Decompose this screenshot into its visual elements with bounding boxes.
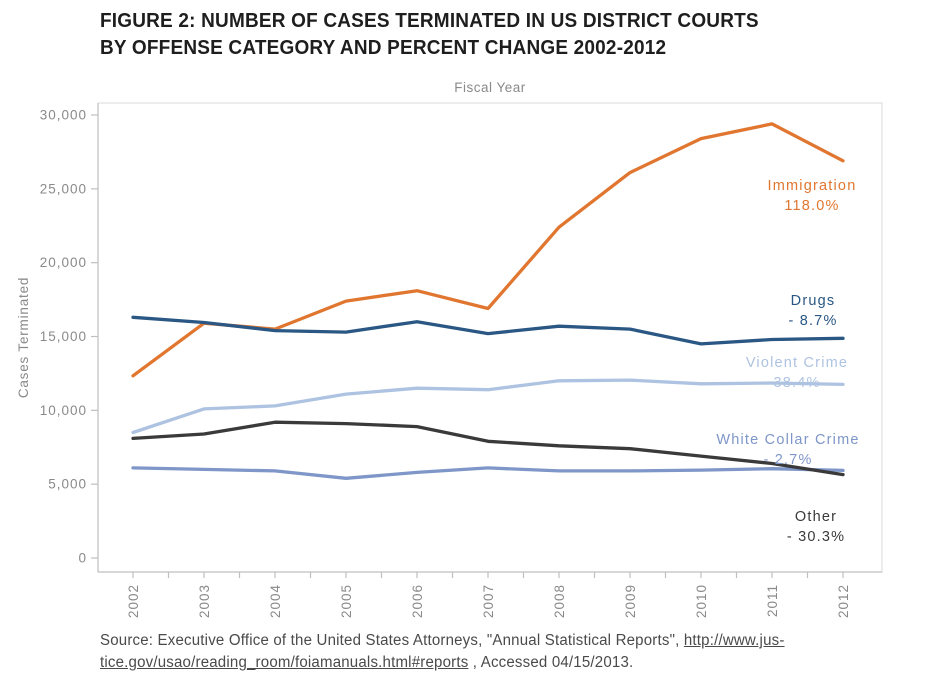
y-tick-label: 10,000 [40,403,87,418]
y-tick-label: 15,000 [40,329,87,344]
y-tick-label: 30,000 [40,108,87,123]
x-tick-label: 2004 [268,584,283,618]
series-line-drugs [131,315,845,346]
source-link-part2[interactable]: tice.gov/usao/reading_room/foiamanuals.h… [100,654,469,671]
series-pct-change-immigration: 118.0% [784,198,839,214]
top-axis-title: Fiscal Year [454,80,526,95]
x-tick-label: 2009 [623,584,638,618]
series-line-other [131,420,845,477]
y-tick-label: 20,000 [40,255,87,270]
series-line-immigration [131,122,845,378]
series-label-other: Other [795,509,837,525]
source-link-part1[interactable]: http://www.jus- [683,632,785,649]
x-tick-label: 2012 [836,584,851,618]
x-tick-label: 2011 [765,584,780,617]
series-label-white-collar-crime: White Collar Crime [716,432,859,448]
series-label-drugs: Drugs [791,293,836,309]
y-tick-label: 5,000 [48,477,87,492]
series-label-violent-crime: Violent Crime [746,355,848,371]
x-tick-label: 2006 [410,584,425,618]
series-pct-change-other: - 30.3% [787,529,845,545]
series-pct-change-violent-crime: 38.4% [773,375,820,391]
x-tick-label: 2005 [339,584,354,618]
series-label-immigration: Immigration [768,178,857,194]
source-note: Source: Executive Office of the United S… [100,630,895,674]
series-line-white-collar-crime [131,466,845,480]
x-tick-label: 2003 [197,584,212,618]
plot-area [97,102,883,573]
y-tick-label: 0 [78,551,87,566]
series-pct-change-drugs: - 8.7% [788,313,837,329]
source-text: Source: Executive Office of the United S… [100,632,684,649]
x-tick-label: 2008 [552,584,567,618]
series-line-violent-crime [131,378,845,435]
figure-title-line2: BY OFFENSE CATEGORY AND PERCENT CHANGE 2… [100,37,667,59]
y-axis-title: Cases Terminated [16,277,31,398]
figure-title: FIGURE 2: NUMBER OF CASES TERMINATED IN … [100,8,759,62]
x-tick-label: 2002 [126,584,141,618]
figure-title-line1: FIGURE 2: NUMBER OF CASES TERMINATED IN … [100,10,759,32]
x-tick-label: 2010 [694,584,709,618]
y-tick-label: 25,000 [40,181,87,196]
x-tick-label: 2007 [481,584,496,618]
source-accessed-text: , Accessed 04/15/2013. [468,654,634,671]
series-pct-change-white-collar-crime: - 2.7% [763,452,812,468]
